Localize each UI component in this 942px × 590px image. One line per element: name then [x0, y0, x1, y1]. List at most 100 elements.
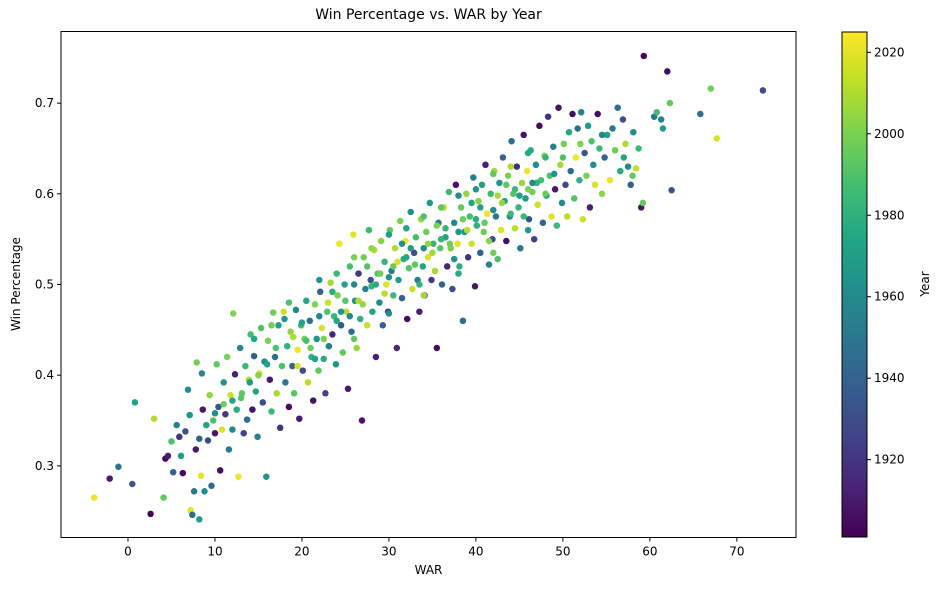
- data-point: [542, 190, 549, 198]
- data-point: [355, 270, 362, 277]
- data-point: [550, 143, 557, 150]
- data-point: [196, 516, 203, 523]
- data-point: [272, 344, 280, 352]
- data-point: [499, 154, 507, 161]
- data-point: [303, 337, 310, 344]
- data-point: [503, 237, 510, 245]
- y-tick-label: 0.6: [35, 187, 54, 201]
- data-point: [529, 179, 536, 187]
- data-point: [622, 140, 629, 148]
- data-point: [236, 344, 244, 352]
- data-point: [494, 192, 501, 199]
- data-point: [196, 435, 203, 442]
- data-point: [376, 270, 384, 277]
- data-point: [316, 312, 323, 320]
- data-point: [539, 219, 547, 227]
- data-point: [530, 235, 538, 243]
- data-point: [424, 254, 432, 261]
- data-point: [606, 176, 614, 184]
- data-point: [365, 226, 373, 234]
- data-point: [320, 335, 327, 343]
- x-tick-label: 30: [381, 545, 396, 559]
- data-point: [456, 263, 463, 270]
- y-axis-ticks: 0.3 0.4 0.5 0.6 0.7: [35, 96, 61, 473]
- data-point: [240, 429, 247, 437]
- data-point: [620, 154, 628, 161]
- data-point: [229, 397, 236, 404]
- data-point: [584, 122, 592, 130]
- colorbar: [841, 31, 868, 538]
- data-point: [398, 294, 406, 302]
- data-point: [555, 104, 562, 111]
- data-point: [329, 288, 336, 296]
- x-tick-label: 20: [294, 545, 309, 559]
- data-point: [666, 99, 674, 107]
- data-point: [503, 181, 510, 189]
- data-point: [334, 292, 341, 299]
- data-point: [204, 437, 212, 444]
- data-point: [273, 390, 280, 397]
- data-point: [517, 244, 524, 252]
- data-point: [247, 331, 254, 338]
- colorbar-tick-label: 2000: [874, 127, 905, 141]
- data-point: [558, 199, 566, 207]
- data-point: [268, 408, 275, 415]
- data-point: [659, 125, 667, 132]
- data-point: [463, 190, 470, 198]
- data-point: [487, 190, 494, 198]
- data-point: [390, 292, 397, 299]
- data-point: [551, 186, 559, 193]
- x-axis-label: WAR: [414, 563, 443, 577]
- data-point: [164, 452, 172, 460]
- data-point: [494, 255, 501, 263]
- data-point: [524, 149, 532, 157]
- data-point: [635, 145, 642, 152]
- data-point: [242, 362, 249, 370]
- data-point: [464, 254, 472, 261]
- data-point: [333, 317, 340, 325]
- data-point: [201, 488, 208, 495]
- data-point: [249, 406, 256, 413]
- data-point: [477, 249, 484, 257]
- data-point: [393, 344, 401, 352]
- data-point: [420, 292, 427, 299]
- data-point: [653, 108, 661, 116]
- data-point: [596, 145, 603, 152]
- data-point: [513, 163, 521, 170]
- data-point: [179, 469, 187, 477]
- data-point: [216, 467, 224, 474]
- data-point: [197, 472, 205, 480]
- data-point: [215, 403, 222, 411]
- data-point: [516, 192, 523, 199]
- data-point: [579, 215, 587, 223]
- data-point: [324, 299, 332, 306]
- data-point: [250, 335, 258, 343]
- data-point: [129, 480, 136, 488]
- data-point: [490, 170, 497, 178]
- data-point: [266, 376, 274, 383]
- data-point: [299, 367, 307, 374]
- data-point: [353, 344, 360, 352]
- data-point: [403, 225, 410, 232]
- x-axis-ticks: 0 10 20 30 40 50 60 70: [124, 537, 744, 559]
- data-point: [536, 122, 543, 130]
- data-point: [322, 390, 329, 397]
- data-point: [590, 161, 597, 169]
- data-point: [346, 312, 354, 320]
- data-point: [323, 308, 331, 315]
- data-point: [311, 355, 319, 363]
- x-tick-label: 10: [207, 545, 222, 559]
- data-point: [565, 128, 573, 136]
- data-point: [369, 308, 376, 315]
- data-point: [376, 299, 383, 306]
- data-point: [563, 213, 571, 220]
- data-point: [454, 240, 461, 247]
- colorbar-tick-label: 2020: [874, 45, 905, 59]
- colorbar-tick-label: 1940: [874, 371, 905, 385]
- data-point: [457, 204, 465, 211]
- data-point: [640, 52, 648, 60]
- data-point: [562, 181, 569, 189]
- data-point: [160, 494, 167, 501]
- data-point: [315, 367, 322, 374]
- data-point: [309, 397, 317, 404]
